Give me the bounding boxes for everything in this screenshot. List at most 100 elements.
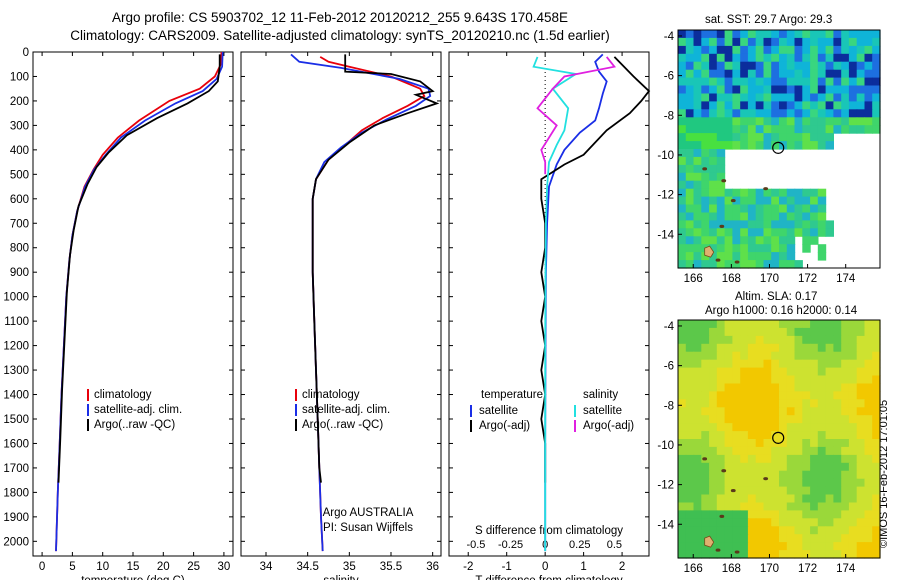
sla-cell	[693, 391, 702, 400]
sla-cell	[724, 542, 733, 551]
sla-cell	[701, 494, 710, 503]
sla-cell	[716, 518, 726, 527]
sla-cell	[872, 367, 881, 377]
sla-cell	[771, 454, 780, 464]
sla-cell	[802, 375, 811, 384]
sst-cell	[794, 45, 803, 55]
sla-cell	[755, 510, 765, 519]
sst-cell	[755, 117, 765, 126]
sla-cell	[763, 486, 772, 496]
sst-cell	[701, 77, 710, 87]
sla-cell	[802, 351, 811, 361]
sst-cell	[786, 69, 796, 79]
sla-cell	[802, 470, 811, 480]
sst-cell	[810, 212, 819, 221]
legend-label: Argo(-adj)	[583, 420, 634, 432]
sla-cell	[841, 335, 850, 345]
sst-cell	[848, 30, 858, 39]
sla-cell	[833, 446, 842, 456]
sst-cell	[732, 61, 741, 71]
sla-cell	[794, 542, 803, 551]
sst-cell	[779, 252, 788, 261]
sla-cell	[810, 423, 819, 432]
sla-cell	[685, 454, 695, 464]
sst-cell	[841, 85, 850, 94]
sst-cell	[786, 125, 796, 134]
sst-cell	[763, 212, 772, 221]
sla-cell	[825, 486, 834, 496]
map-x-tick-label: 166	[684, 563, 703, 575]
sla-cell	[817, 470, 827, 480]
sla-cell	[740, 550, 749, 559]
sla-cell	[763, 367, 772, 377]
sst-cell	[810, 77, 819, 87]
sst-cell	[724, 236, 733, 245]
sst-cell	[763, 93, 772, 102]
sla-cell	[740, 431, 749, 440]
sla-cell	[747, 486, 757, 496]
sla-cell	[802, 335, 811, 345]
sla-cell	[724, 502, 733, 511]
sla-cell	[810, 335, 819, 345]
sla-cell	[693, 534, 702, 543]
sst-cell	[701, 228, 710, 237]
sla-cell	[716, 431, 726, 440]
sla-cell	[701, 359, 710, 369]
sla-cell	[678, 502, 687, 511]
sla-cell	[740, 462, 749, 472]
sst-cell	[701, 141, 710, 150]
sst-cell	[685, 228, 695, 237]
sla-cell	[810, 534, 819, 543]
sst-cell	[825, 30, 834, 39]
sst-cell	[794, 53, 803, 63]
sst-cell	[755, 220, 765, 229]
sla-cell	[701, 550, 710, 559]
sla-cell	[701, 320, 710, 329]
sst-cell	[786, 212, 796, 221]
sla-cell	[755, 415, 765, 424]
sla-cell	[825, 367, 834, 377]
sst-cell	[701, 172, 710, 182]
sla-cell	[693, 446, 702, 456]
sst-cell	[747, 141, 757, 150]
sst-cell	[856, 77, 866, 87]
sst-cell	[724, 53, 733, 63]
sst-cell	[817, 204, 827, 213]
sst-cell	[817, 37, 827, 47]
sst-cell	[709, 244, 718, 253]
sst-cell	[709, 164, 718, 174]
sst-cell	[732, 188, 741, 198]
sst-cell	[701, 53, 710, 63]
sla-cell	[864, 470, 873, 480]
sst-cell	[693, 61, 702, 71]
sst-cell	[678, 133, 687, 142]
island-marker	[719, 224, 725, 228]
sla-cell	[825, 462, 834, 472]
sst-cell	[678, 228, 687, 237]
sla-cell	[817, 399, 827, 408]
sst-cell	[763, 196, 772, 206]
sla-cell	[755, 526, 765, 535]
sst-cell	[817, 133, 827, 142]
sla-cell	[802, 550, 811, 559]
sst-cell	[763, 45, 772, 55]
sst-cell	[678, 156, 687, 166]
sla-cell	[732, 446, 741, 456]
sla-cell	[786, 550, 796, 559]
sst-cell	[848, 85, 858, 94]
sst-cell	[817, 141, 827, 150]
sla-cell	[732, 351, 741, 361]
sla-cell	[740, 423, 749, 432]
sla-cell	[779, 351, 788, 361]
sla-cell	[817, 327, 827, 337]
sla-cell	[841, 320, 850, 329]
sst-cell	[771, 188, 780, 198]
sla-cell	[678, 446, 687, 456]
sst-cell	[709, 180, 718, 190]
sst-cell	[825, 125, 834, 134]
sst-cell	[716, 77, 726, 87]
map-x-tick-label: 174	[836, 273, 856, 285]
sst-cell	[724, 204, 733, 213]
sst-cell	[701, 101, 710, 110]
y-tick-label: 1700	[3, 463, 29, 475]
